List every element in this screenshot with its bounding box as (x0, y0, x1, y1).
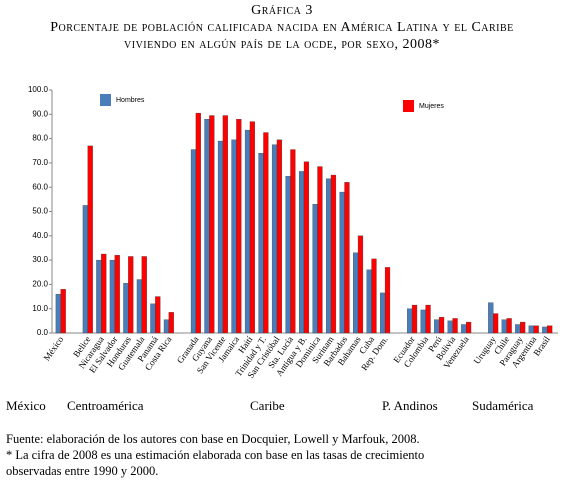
bar (371, 258, 377, 334)
bar (312, 204, 318, 334)
bar (60, 289, 66, 334)
y-tick-label: 40.0 (32, 231, 48, 240)
chart-title: Gráfica 3 (251, 3, 313, 18)
bar (109, 259, 115, 334)
bar (123, 283, 129, 334)
bar (231, 139, 237, 334)
bar (317, 166, 323, 334)
bar (452, 318, 458, 334)
y-tick-label: 60.0 (32, 182, 48, 191)
footnote: observadas entre 1990 y 2000. (6, 464, 158, 478)
bar (217, 140, 224, 334)
bar (344, 182, 350, 334)
bar (209, 115, 215, 334)
bar (501, 319, 507, 334)
bar (249, 121, 255, 334)
bar (330, 174, 337, 334)
y-tick-label: 0.0 (37, 328, 49, 337)
bar (488, 302, 494, 334)
bar (136, 279, 142, 334)
y-tick-label: 90.0 (32, 109, 48, 118)
bar (114, 255, 120, 334)
bar (271, 144, 278, 334)
bar (55, 293, 61, 334)
bar (298, 171, 305, 334)
legend-label: Mujeres (419, 103, 444, 110)
bar (326, 178, 332, 334)
bar (438, 317, 445, 334)
bar (461, 324, 467, 334)
footnote: * La cifra de 2008 es una estimación ela… (6, 448, 424, 462)
bar (163, 319, 170, 334)
bar (411, 304, 418, 334)
bar (528, 325, 534, 334)
legend-swatch (403, 100, 414, 112)
bar (493, 313, 499, 334)
y-tick-label: 80.0 (32, 134, 48, 143)
bar (425, 304, 431, 334)
bar (87, 145, 93, 334)
legend-swatch (100, 94, 111, 106)
source-note: Fuente: elaboración de los autores con b… (6, 432, 420, 446)
y-tick-label: 10.0 (32, 304, 48, 313)
group-label: México (6, 398, 46, 413)
group-label: Sudamérica (472, 398, 534, 413)
bar (141, 256, 147, 334)
bar (353, 252, 359, 334)
bar (466, 321, 472, 334)
x-tick-label: México (41, 334, 65, 363)
bar (420, 309, 426, 334)
bar (366, 269, 372, 334)
bar (506, 318, 512, 334)
bar (447, 320, 453, 334)
y-tick-label: 70.0 (32, 158, 48, 167)
group-label: Centroamérica (67, 398, 144, 413)
bar (384, 267, 391, 334)
bar (101, 253, 107, 334)
group-label: P. Andinos (382, 398, 438, 413)
bar (285, 176, 291, 334)
y-tick-label: 50.0 (32, 207, 48, 216)
y-tick-label: 30.0 (32, 255, 48, 264)
bar (128, 256, 134, 334)
bar (407, 308, 413, 334)
bar (195, 112, 201, 334)
bar (290, 149, 296, 334)
bar (339, 191, 345, 334)
bar (82, 205, 88, 334)
bar (303, 161, 310, 334)
group-label: Caribe (250, 398, 285, 413)
bar (547, 325, 553, 334)
bar (258, 153, 264, 334)
chart-subtitle: viviendo en algún país de la ocde, por s… (124, 37, 440, 52)
y-tick-label: 20.0 (32, 280, 48, 289)
bar (96, 259, 102, 334)
bar (533, 325, 539, 334)
bar (155, 296, 161, 334)
bar (276, 139, 282, 334)
bar (222, 115, 228, 334)
bar (515, 324, 521, 334)
legend-label: Hombres (116, 97, 145, 104)
bar (244, 129, 251, 334)
bar (434, 319, 440, 334)
chart-subtitle: Porcentaje de población calificada nacid… (50, 20, 514, 35)
bar (263, 132, 269, 334)
bar (168, 312, 174, 334)
bar (380, 292, 386, 334)
y-tick-label: 100.0 (28, 85, 49, 94)
bar (204, 119, 210, 334)
bar (236, 119, 242, 334)
bar (150, 303, 156, 334)
bar (357, 235, 364, 334)
bar (520, 321, 526, 334)
bar (542, 326, 548, 334)
bar (190, 149, 197, 334)
